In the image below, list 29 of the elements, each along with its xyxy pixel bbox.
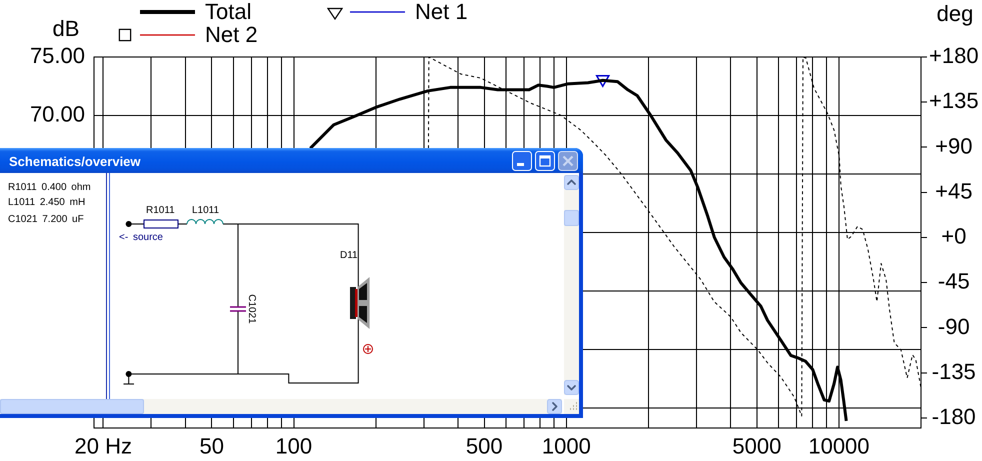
y2-tick-label: -45: [938, 268, 970, 294]
annotation: <- source: [119, 232, 163, 244]
y-tick-label: 70.00: [30, 102, 85, 127]
x-tick-label: 100: [275, 433, 312, 458]
annotation: L1011: [192, 205, 220, 217]
legend-label: Net 2: [205, 22, 258, 48]
y2-tick-label: -135: [932, 358, 976, 384]
y2-tick-label: +180: [928, 43, 979, 68]
x-tick-label: 500: [466, 433, 503, 458]
y2-tick-label: -90: [938, 314, 970, 339]
y2-tick-label: -180: [932, 404, 976, 430]
annotation: C1021: [245, 294, 257, 324]
y2-tick-label: +135: [928, 88, 979, 114]
legend-label: Total: [205, 0, 252, 24]
annotation: R1011: [146, 205, 175, 217]
x-tick-label: 10000: [808, 433, 870, 458]
annotation: Schematics/overview: [9, 154, 141, 168]
y2-axis-title: deg: [936, 1, 974, 26]
legend-label: Net 1: [415, 0, 468, 24]
y2-tick-label: +45: [935, 178, 972, 204]
y2-tick-label: +90: [935, 133, 972, 158]
y2-tick-label: +0: [941, 224, 966, 249]
x-tick-label: 1000: [542, 433, 591, 458]
y-tick-label: 75.00: [30, 43, 85, 68]
x-tick-label: 20 Hz: [74, 433, 132, 458]
x-tick-label: 50: [199, 433, 224, 458]
y-axis-title: dB: [52, 16, 80, 42]
x-tick-label: 5000: [732, 433, 782, 458]
annotation: D11: [340, 250, 358, 262]
